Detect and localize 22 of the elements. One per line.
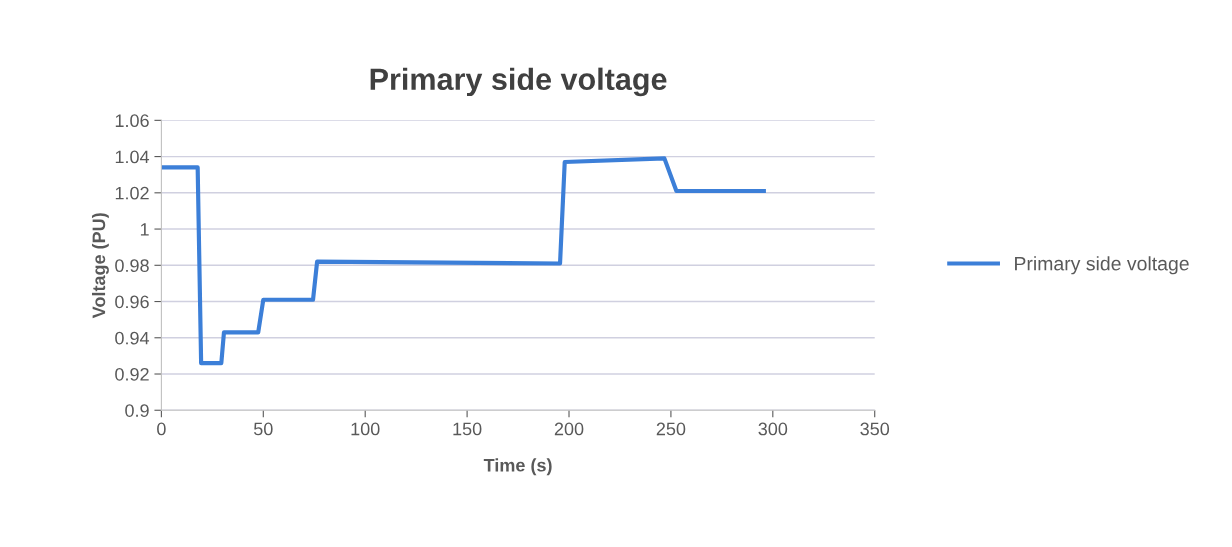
y-tick-label: 0.94 [115,331,150,345]
y-tick-label: 0.96 [115,295,149,309]
x-tick-label: 100 [351,422,380,436]
x-tick-label: 350 [860,422,890,436]
x-tick-label: 50 [253,422,273,436]
y-tick-label: 1.02 [115,186,149,200]
y-tick-label: 1 [140,223,149,236]
y-tick-label: 1.04 [115,150,150,164]
x-tick-label: 250 [656,422,686,436]
x-tick-label: 300 [758,422,788,436]
x-tick-label: 200 [554,422,584,436]
y-tick-label: 0.9 [125,404,149,417]
y-tick-label: 0.92 [115,367,149,381]
y-axis-title: Voltage (PU) [91,213,109,319]
y-tick-label: 0.98 [115,259,149,273]
x-axis-title: Time (s) [483,458,552,476]
x-tick-label: 150 [453,422,482,436]
x-tick-label: 0 [157,422,166,436]
line-series [161,156,766,366]
legend-label: Primary side voltage [1015,256,1189,275]
chart-title: Primary side voltage [370,67,667,97]
y-tick-label: 1.06 [115,114,149,128]
